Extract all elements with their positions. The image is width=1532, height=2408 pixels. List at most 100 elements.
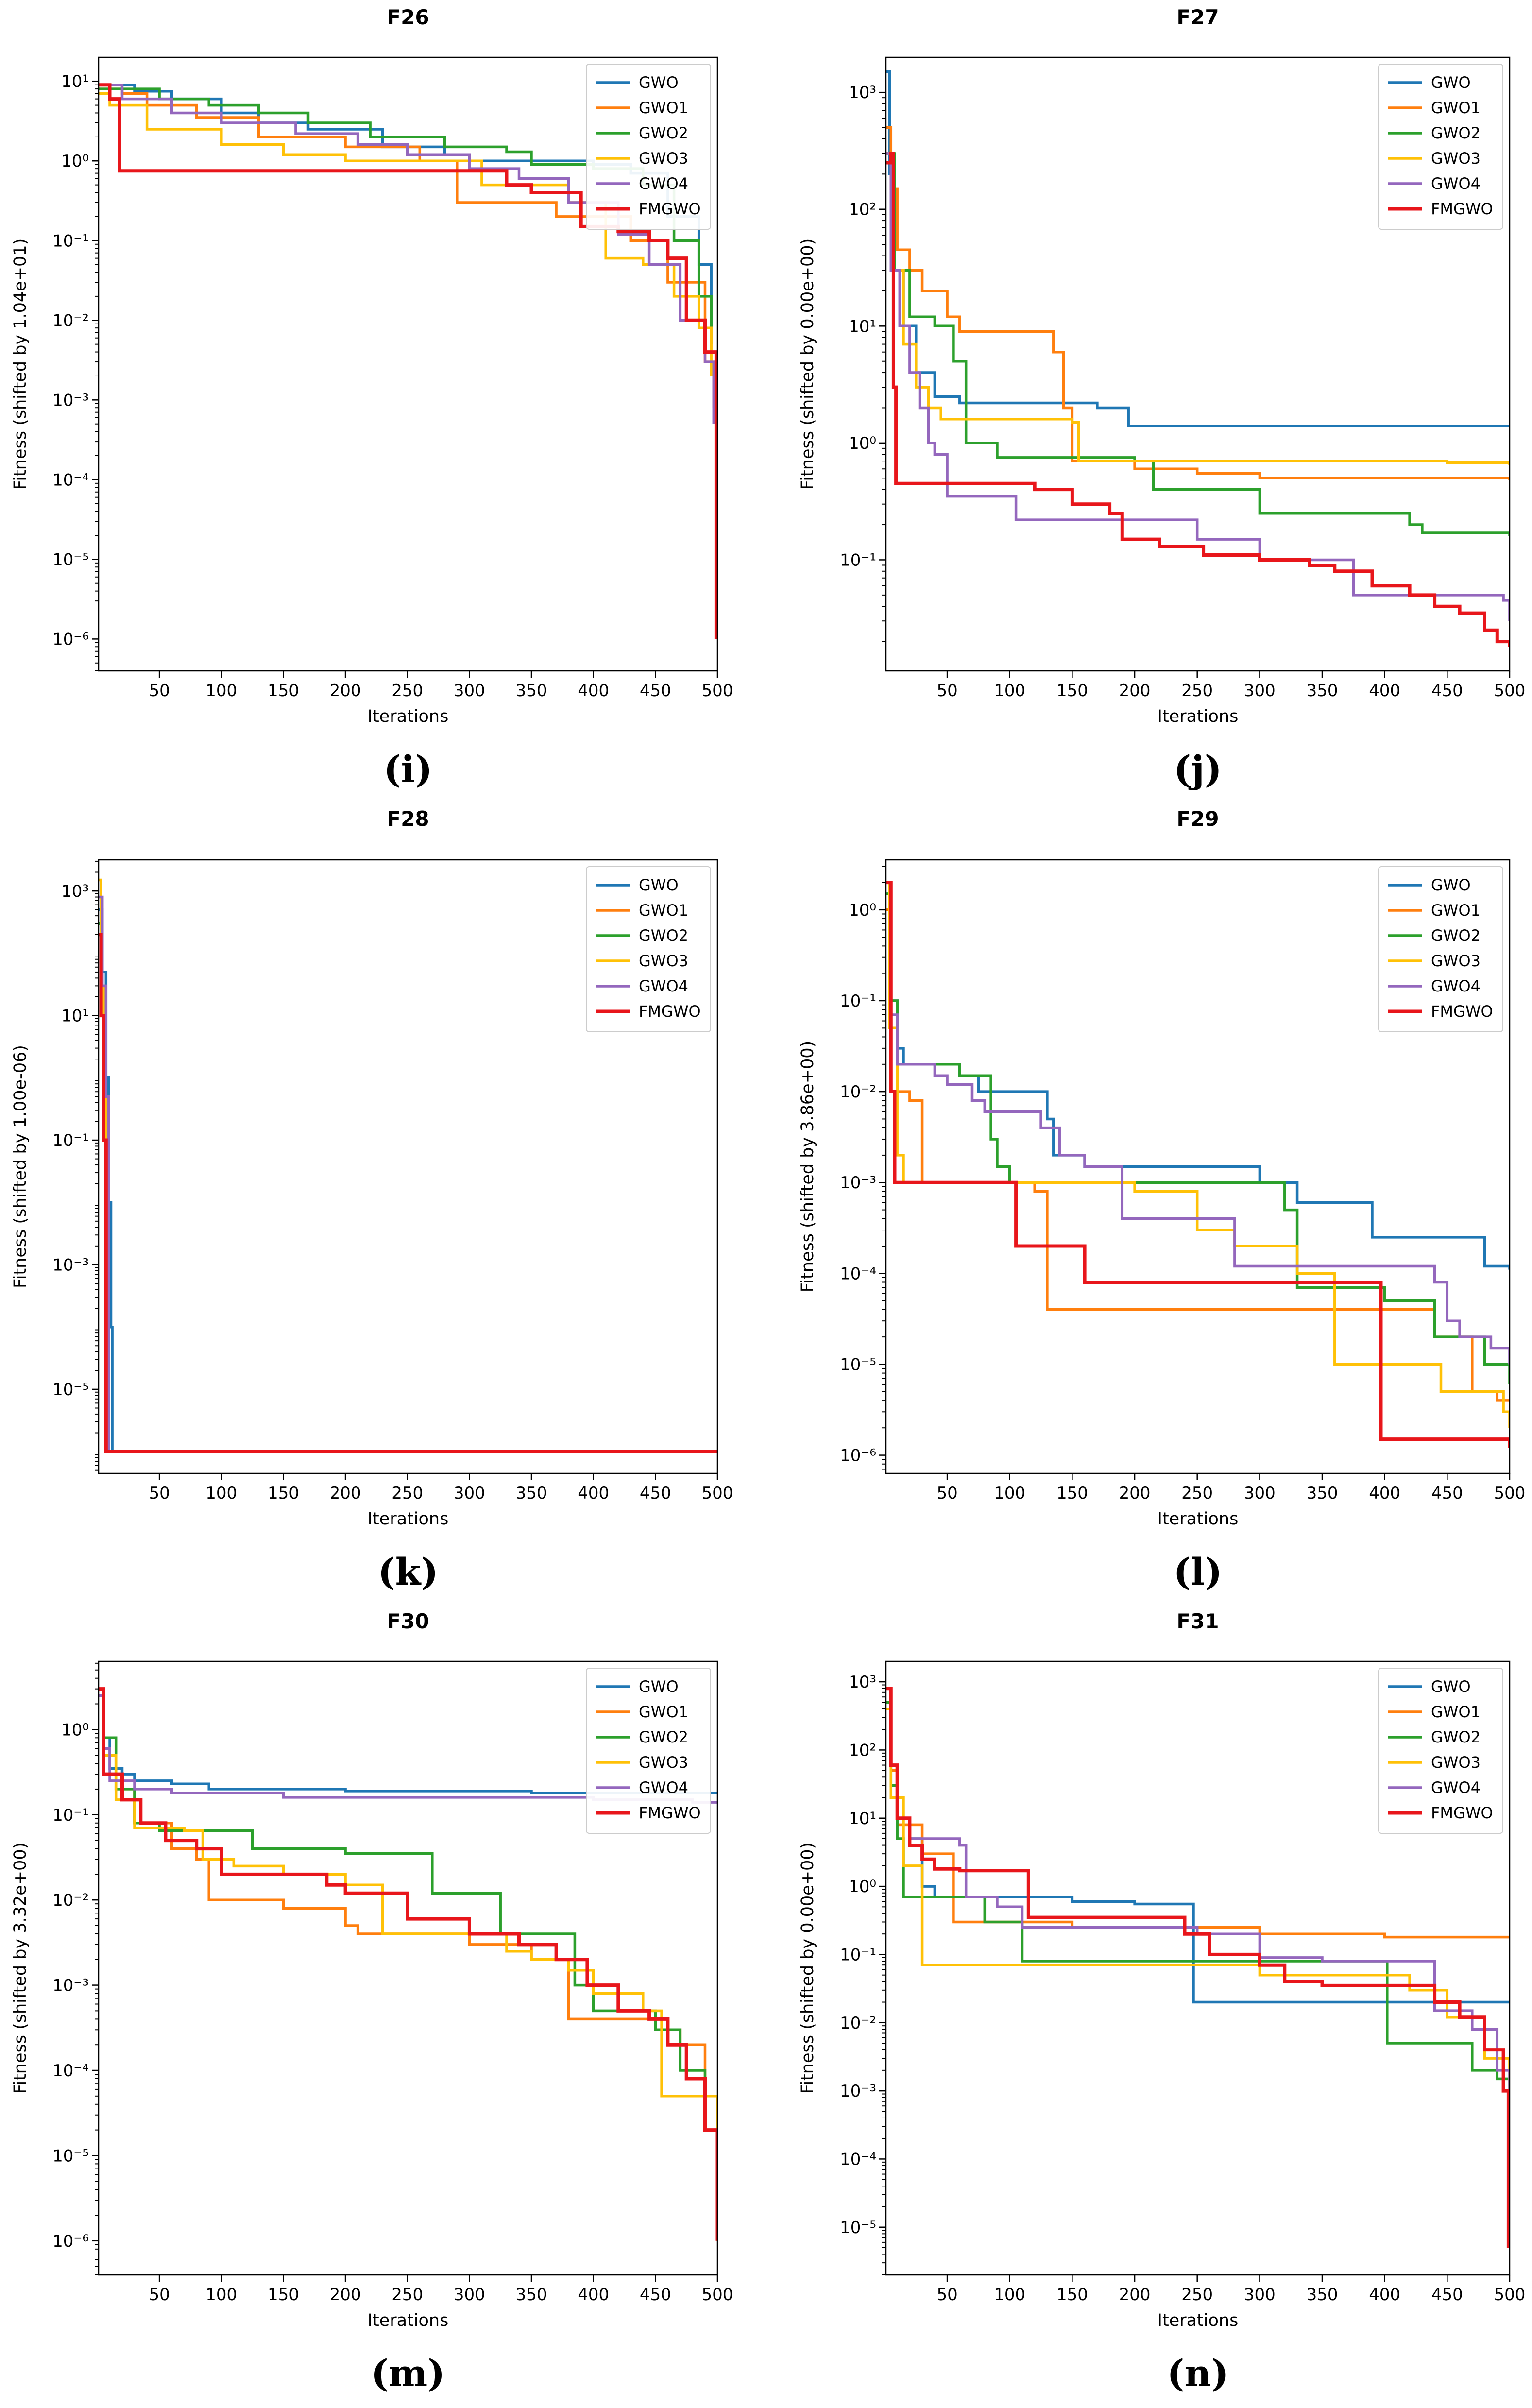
legend-label-gwo2: GWO2 bbox=[1431, 926, 1481, 945]
y-tick-label: 10⁻⁵ bbox=[840, 2218, 876, 2237]
legend-label-gwo3: GWO3 bbox=[639, 1753, 688, 1772]
y-tick-label: 10⁻⁴ bbox=[52, 2061, 89, 2081]
legend-label-gwo3: GWO3 bbox=[639, 952, 688, 970]
y-tick-label: 10⁻³ bbox=[52, 1255, 89, 1275]
x-axis-label: Iterations bbox=[368, 1509, 449, 1529]
x-tick-label: 500 bbox=[1494, 2285, 1526, 2305]
y-tick-label: 10⁻² bbox=[840, 1082, 876, 1102]
x-tick-label: 150 bbox=[1056, 2285, 1088, 2305]
legend-box bbox=[586, 866, 711, 1032]
legend: GWO GWO1 GWO2 GWO3 GWO4 FMGWO bbox=[586, 866, 711, 1032]
y-tick-label: 10⁻⁴ bbox=[840, 2150, 876, 2169]
series-line-gwo4 bbox=[99, 83, 715, 424]
x-tick-label: 350 bbox=[1307, 681, 1338, 700]
y-tick-label: 10⁻² bbox=[840, 2014, 876, 2033]
series-line-gwo3 bbox=[886, 152, 1510, 465]
legend-label-gwo2: GWO2 bbox=[639, 1728, 688, 1746]
legend-label-gwo1: GWO1 bbox=[639, 99, 688, 117]
y-axis-label: Fitness (shifted by 3.32e+00) bbox=[11, 1843, 30, 2094]
y-tick-label: 10⁻² bbox=[52, 311, 89, 330]
x-tick-label: 400 bbox=[1369, 2285, 1400, 2305]
legend-label-gwo4: GWO4 bbox=[1431, 1778, 1481, 1797]
y-tick-label: 10⁻¹ bbox=[840, 991, 876, 1011]
x-tick-label: 400 bbox=[578, 1484, 609, 1503]
series-line-fmgwo bbox=[99, 83, 717, 639]
x-tick-label: 250 bbox=[392, 681, 423, 700]
legend-label-gwo: GWO bbox=[1431, 73, 1471, 92]
y-axis-label: Fitness (shifted by 1.04e+01) bbox=[11, 239, 30, 490]
y-tick-label: 10⁻² bbox=[52, 1891, 89, 1910]
y-tick-label: 10¹ bbox=[849, 317, 876, 336]
legend-label-gwo: GWO bbox=[639, 73, 679, 92]
legend: GWO GWO1 GWO2 GWO3 GWO4 FMGWO bbox=[1378, 866, 1503, 1032]
series-line-gwo1 bbox=[886, 126, 1510, 480]
y-axis-label: Fitness (shifted by 3.86e+00) bbox=[798, 1041, 817, 1292]
y-tick-label: 10³ bbox=[61, 882, 89, 901]
y-tick-label: 10⁻⁵ bbox=[52, 1380, 89, 1400]
x-tick-label: 50 bbox=[936, 2285, 957, 2305]
x-tick-label: 250 bbox=[1181, 1484, 1213, 1503]
x-tick-label: 450 bbox=[1431, 2285, 1463, 2305]
x-tick-label: 150 bbox=[268, 2285, 299, 2305]
series-line-fmgwo bbox=[99, 933, 717, 1453]
y-tick-label: 10³ bbox=[849, 83, 876, 102]
chart-title: F26 bbox=[387, 5, 429, 29]
x-tick-label: 500 bbox=[702, 1484, 733, 1503]
legend-label-gwo3: GWO3 bbox=[1431, 952, 1481, 970]
legend-label-fmgwo: FMGWO bbox=[1431, 200, 1493, 218]
y-tick-label: 10⁻³ bbox=[840, 1173, 876, 1193]
legend-label-gwo4: GWO4 bbox=[1431, 174, 1481, 193]
x-tick-label: 350 bbox=[1307, 2285, 1338, 2305]
x-tick-label: 50 bbox=[936, 681, 957, 700]
x-tick-label: 100 bbox=[205, 2285, 237, 2305]
x-tick-label: 300 bbox=[454, 1484, 485, 1503]
panel-caption: (l) bbox=[1174, 1550, 1223, 1593]
legend-label-gwo1: GWO1 bbox=[1431, 901, 1481, 920]
x-tick-label: 250 bbox=[1181, 681, 1213, 700]
x-tick-label: 400 bbox=[1369, 1484, 1400, 1503]
legend-label-gwo1: GWO1 bbox=[1431, 1703, 1481, 1721]
chart-title: F28 bbox=[387, 807, 429, 831]
y-tick-label: 10⁻¹ bbox=[840, 1945, 876, 1964]
legend-label-fmgwo: FMGWO bbox=[639, 1002, 701, 1021]
legend-label-gwo4: GWO4 bbox=[639, 977, 688, 995]
legend-box bbox=[1378, 64, 1503, 230]
x-axis-label: Iterations bbox=[368, 707, 449, 726]
y-tick-label: 10⁻⁵ bbox=[52, 2146, 89, 2166]
x-tick-label: 50 bbox=[149, 1484, 170, 1503]
legend-label-gwo3: GWO3 bbox=[639, 149, 688, 168]
x-tick-label: 400 bbox=[578, 681, 609, 700]
y-tick-label: 10² bbox=[849, 1741, 876, 1760]
series-line-gwo2 bbox=[886, 152, 1510, 536]
x-tick-label: 200 bbox=[330, 681, 361, 700]
legend-label-gwo4: GWO4 bbox=[639, 1778, 688, 1797]
x-tick-label: 500 bbox=[1494, 681, 1526, 700]
chart-title: F30 bbox=[387, 1609, 429, 1633]
series-group bbox=[886, 70, 1510, 647]
y-tick-label: 10⁻⁵ bbox=[840, 1355, 876, 1374]
x-tick-label: 300 bbox=[1244, 681, 1276, 700]
y-tick-label: 10⁻³ bbox=[52, 391, 89, 410]
x-tick-label: 100 bbox=[994, 2285, 1025, 2305]
chart-title: F27 bbox=[1176, 5, 1219, 29]
x-tick-label: 250 bbox=[392, 2285, 423, 2305]
y-tick-label: 10⁻¹ bbox=[52, 1806, 89, 1825]
series-line-gwo4 bbox=[99, 895, 717, 1453]
series-group bbox=[886, 1687, 1510, 2248]
x-tick-label: 150 bbox=[1056, 681, 1088, 700]
x-tick-label: 350 bbox=[516, 1484, 547, 1503]
plot-frame bbox=[885, 1660, 1511, 2276]
y-tick-label: 10⁰ bbox=[61, 152, 89, 171]
legend-box bbox=[586, 1668, 711, 1834]
legend-label-gwo2: GWO2 bbox=[639, 926, 688, 945]
y-tick-label: 10⁰ bbox=[849, 434, 876, 453]
x-tick-label: 450 bbox=[1431, 1484, 1463, 1503]
legend-label-gwo4: GWO4 bbox=[1431, 977, 1481, 995]
x-tick-label: 450 bbox=[640, 1484, 671, 1503]
x-tick-label: 350 bbox=[1307, 1484, 1338, 1503]
x-tick-label: 400 bbox=[578, 2285, 609, 2305]
x-tick-label: 450 bbox=[1431, 681, 1463, 700]
x-tick-label: 250 bbox=[1181, 2285, 1213, 2305]
chart-title: F29 bbox=[1176, 807, 1219, 831]
